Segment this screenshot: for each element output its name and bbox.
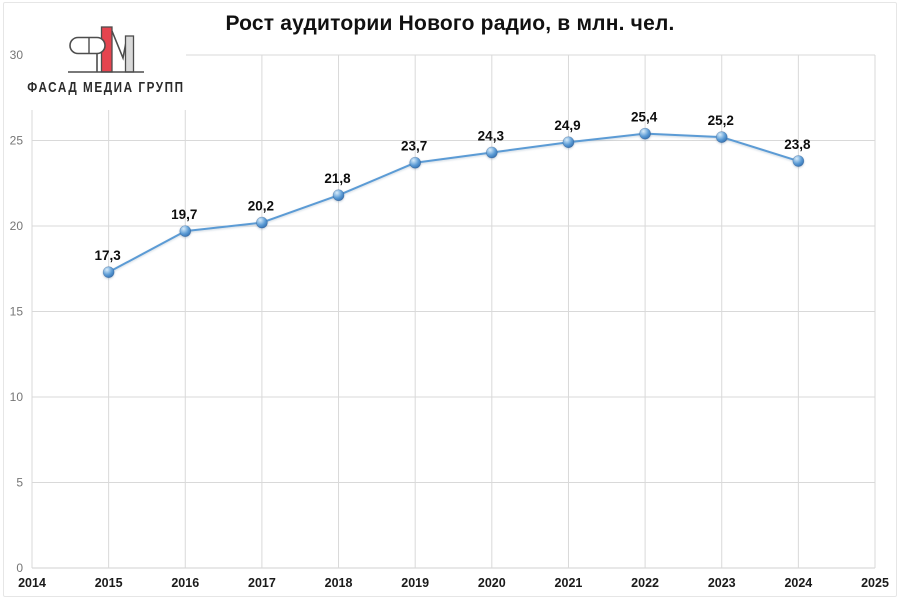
- logo-gray-bar: [124, 35, 135, 73]
- y-axis-tick-label: 25: [10, 134, 24, 148]
- data-point-label: 25,2: [708, 113, 734, 128]
- data-point-label: 17,3: [94, 248, 121, 263]
- data-point-label: 23,7: [401, 139, 427, 154]
- data-point-marker: [715, 131, 728, 143]
- x-axis-tick-label: 2022: [631, 576, 659, 590]
- data-point-marker: [179, 225, 192, 237]
- logo-m-diagonal: [111, 30, 128, 61]
- x-axis-tick-label: 2021: [555, 576, 583, 590]
- y-axis-tick-label: 10: [10, 390, 24, 404]
- series-line: [107, 132, 800, 274]
- x-axis-tick-label: 2018: [325, 576, 353, 590]
- fmg-monogram-icon: [68, 26, 144, 73]
- data-point-marker: [256, 216, 268, 229]
- y-axis-tick-label: 30: [10, 48, 24, 62]
- y-axis-tick-label: 5: [16, 476, 23, 490]
- logo-pill: [69, 36, 106, 55]
- data-point-label: 25,4: [631, 110, 658, 125]
- x-axis-tick-label: 2015: [95, 576, 123, 590]
- data-point-marker: [102, 266, 115, 278]
- x-axis-tick-label: 2014: [18, 576, 46, 590]
- data-point-marker: [639, 127, 651, 140]
- x-axis-tick-label: 2016: [171, 576, 199, 590]
- x-axis-tick-label: 2024: [784, 576, 812, 590]
- y-axis-tick-label: 20: [10, 219, 24, 233]
- data-point-marker: [332, 189, 345, 202]
- x-axis-tick-label: 2020: [478, 576, 506, 590]
- data-point-marker: [792, 155, 805, 167]
- chart-title: Рост аудитории Нового радио, в млн. чел.: [225, 12, 675, 35]
- data-point-label: 23,8: [784, 137, 811, 152]
- data-point-marker: [409, 156, 421, 169]
- x-axis-tick-label: 2017: [248, 576, 276, 590]
- data-point-label: 21,8: [324, 171, 351, 186]
- data-point-label: 19,7: [171, 207, 197, 222]
- data-point-marker: [486, 146, 498, 159]
- data-point-label: 24,9: [554, 118, 580, 133]
- logo-text: ФАСАД МЕДИА ГРУПП: [27, 79, 185, 96]
- x-axis-tick-label: 2019: [401, 576, 429, 590]
- y-axis-tick-label: 0: [16, 561, 23, 575]
- x-axis-tick-label: 2023: [708, 576, 736, 590]
- data-point-label: 20,2: [248, 199, 274, 214]
- data-point-label: 24,3: [478, 128, 505, 143]
- fasad-media-group-logo: ФАСАД МЕДИА ГРУПП: [26, 20, 186, 110]
- x-axis-tick-label: 2025: [861, 576, 889, 590]
- y-axis-tick-label: 15: [10, 305, 24, 319]
- data-point-marker: [562, 136, 575, 149]
